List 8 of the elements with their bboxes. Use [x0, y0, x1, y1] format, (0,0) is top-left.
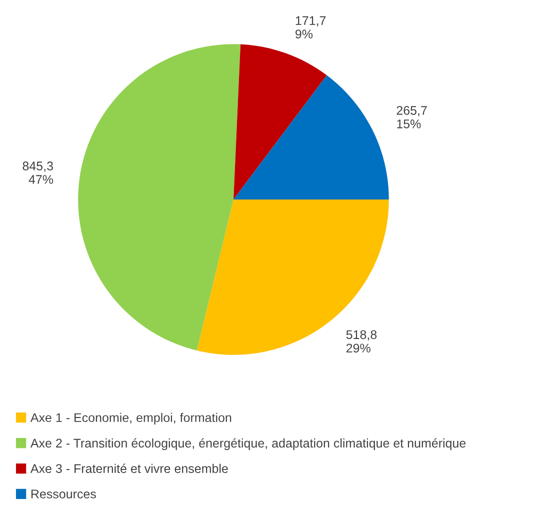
data-label: 171,7 9% — [296, 16, 326, 38]
legend-label: Ressources — [31, 490, 96, 498]
data-label: 265,7 15% — [396, 106, 427, 128]
data-label: 518,8 29% — [346, 330, 377, 353]
legend-label: Axe 1 - Economie, emploi, formation — [30, 412, 232, 425]
legend-label: Axe 3 - Fraternité et vivre ensemble — [30, 464, 228, 474]
legend-label: Axe 2 - Transition écologique, énergétique, adaptation climatique et numérique — [30, 438, 466, 450]
data-label: 845,3 47% — [22, 162, 54, 184]
